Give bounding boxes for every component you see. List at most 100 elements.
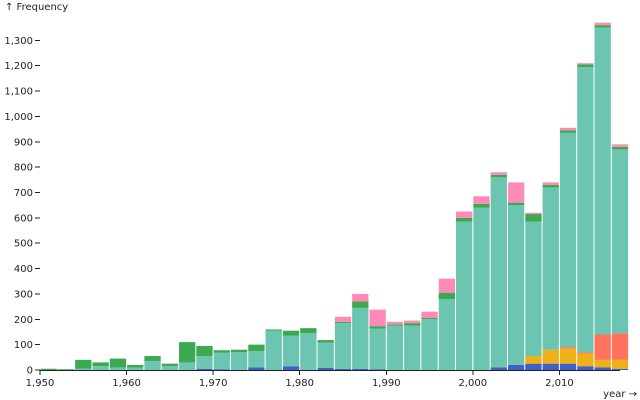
bar-segment-2012-s4	[577, 64, 594, 67]
bar-segment-2002-s4	[490, 174, 507, 178]
bar-segment-1958-s3	[109, 367, 127, 370]
bar-segment-2016-s4	[611, 146, 629, 150]
bar-segment-1982-s3	[317, 342, 334, 368]
bar-segment-1970-s0	[213, 369, 230, 370]
bar-segment-2006-s0	[525, 363, 542, 370]
bar-segment-2002-s3	[490, 177, 507, 368]
bar-segment-1986-s0	[352, 368, 369, 370]
y-axis: 0 100 200 300 400 500 600 700 800 900 1,000 1,100 1,…	[4, 36, 40, 377]
bar-segment-1962-s3	[144, 361, 161, 371]
bar-segment-1950-s4	[40, 368, 57, 370]
bar-segment-1954-s3	[75, 368, 92, 370]
bar-segment-1988-s5	[369, 309, 386, 327]
bars-group	[40, 22, 629, 371]
y-tick-label-700: 700	[14, 188, 33, 199]
bar-segment-1994-s3	[421, 319, 438, 370]
bar-segment-1974-s4	[248, 344, 265, 351]
bar-segment-1974-s0	[248, 367, 265, 370]
bar-segment-2002-s0	[490, 367, 507, 370]
y-tick-label-1100: 1,100	[4, 87, 33, 98]
bar-segment-1976-s3	[265, 330, 282, 370]
bar-segment-1998-s4	[456, 217, 473, 222]
x-tick-label-1970: 1,970	[199, 378, 228, 389]
bar-segment-1958-s4	[109, 358, 127, 368]
x-axis-title: year →	[603, 389, 637, 400]
bar-segment-1968-s3	[196, 356, 213, 369]
bar-segment-2014-s5	[594, 22, 611, 26]
bar-segment-1984-s4	[334, 321, 352, 324]
bar-segment-1966-s3	[179, 362, 196, 370]
bar-segment-1962-s4	[144, 356, 161, 362]
bar-segment-1954-s4	[75, 359, 92, 369]
y-tick-label-0: 0	[27, 366, 33, 377]
bar-segment-2000-s4	[473, 203, 490, 208]
y-tick-label-300: 300	[14, 289, 33, 300]
bar-segment-1982-s4	[317, 340, 334, 343]
bar-segment-2012-s3	[577, 66, 594, 353]
bar-segment-1992-s3	[404, 325, 421, 371]
bar-segment-2006-s5	[525, 212, 542, 215]
bar-segment-2008-s5	[542, 182, 559, 185]
bar-segment-2012-s0	[577, 366, 594, 370]
bar-segment-1984-s3	[334, 323, 352, 369]
bar-segment-2006-s3	[525, 221, 542, 357]
bar-segment-2000-s3	[473, 207, 490, 370]
bar-segment-2006-s1	[525, 356, 542, 364]
bar-segment-2002-s5	[490, 172, 507, 175]
bar-segment-2014-s4	[594, 25, 611, 28]
bar-segment-2016-s5	[611, 144, 629, 147]
y-tick-label-500: 500	[14, 239, 33, 250]
bar-segment-2014-s0	[594, 367, 611, 370]
bar-segment-1990-s4	[386, 324, 404, 326]
bar-segment-1992-s5	[404, 320, 421, 324]
bar-segment-2012-s2	[577, 352, 594, 354]
bar-segment-1990-s5	[386, 321, 404, 325]
y-tick-label-800: 800	[14, 163, 33, 174]
bar-segment-1960-s4	[127, 364, 144, 368]
x-tick-label-2000: 2,000	[459, 378, 488, 389]
bar-segment-1964-s4	[161, 363, 178, 367]
bar-segment-2008-s3	[542, 187, 559, 350]
bar-segment-1996-s3	[438, 299, 456, 370]
bar-segment-2004-s5	[507, 182, 525, 203]
bar-segment-1978-s3	[282, 335, 300, 367]
bar-segment-1972-s4	[230, 349, 248, 353]
bar-segment-2016-s1	[611, 359, 629, 369]
bar-segment-1974-s3	[248, 350, 265, 368]
bar-segment-1978-s4	[282, 330, 300, 336]
bar-segment-2008-s1	[542, 349, 559, 364]
bar-segment-1996-s5	[438, 278, 456, 293]
bar-segment-1972-s3	[230, 352, 248, 370]
bar-segment-1988-s4	[369, 326, 386, 329]
bar-segment-1998-s5	[456, 211, 473, 218]
bar-segment-2010-s4	[559, 130, 577, 133]
bar-segment-2016-s2	[611, 333, 629, 360]
bar-segment-2008-s4	[542, 184, 559, 188]
bar-segment-1956-s4	[92, 362, 109, 367]
y-tick-label-1000: 1,000	[4, 112, 33, 123]
bar-segment-1992-s4	[404, 323, 421, 326]
bar-segment-2008-s0	[542, 363, 559, 370]
bar-segment-1952-s4	[57, 369, 75, 370]
bar-segment-1990-s3	[386, 325, 404, 371]
bar-segment-1984-s0	[334, 368, 352, 370]
x-tick-label-2010: 2,010	[545, 378, 574, 389]
bar-segment-1988-s0	[369, 369, 386, 370]
bar-segment-1986-s3	[352, 307, 369, 369]
bar-segment-1970-s3	[213, 352, 230, 370]
bar-segment-1968-s0	[196, 368, 213, 370]
x-tick-label-1950: 1,950	[26, 378, 55, 389]
x-tick-label-1990: 1,990	[372, 378, 401, 389]
bar-segment-2014-s3	[594, 27, 611, 335]
bar-segment-2000-s5	[473, 196, 490, 204]
bar-segment-1966-s4	[179, 342, 196, 363]
bar-segment-1970-s4	[213, 350, 230, 353]
bar-segment-1982-s0	[317, 367, 334, 370]
bar-segment-2014-s2	[594, 334, 611, 360]
x-tick-label-1960: 1,960	[112, 378, 141, 389]
bar-segment-1998-s3	[456, 221, 473, 370]
bar-segment-1986-s4	[352, 301, 369, 308]
bar-segment-1956-s3	[92, 366, 109, 370]
bar-segment-2010-s1	[559, 348, 577, 364]
y-tick-label-900: 900	[14, 137, 33, 148]
